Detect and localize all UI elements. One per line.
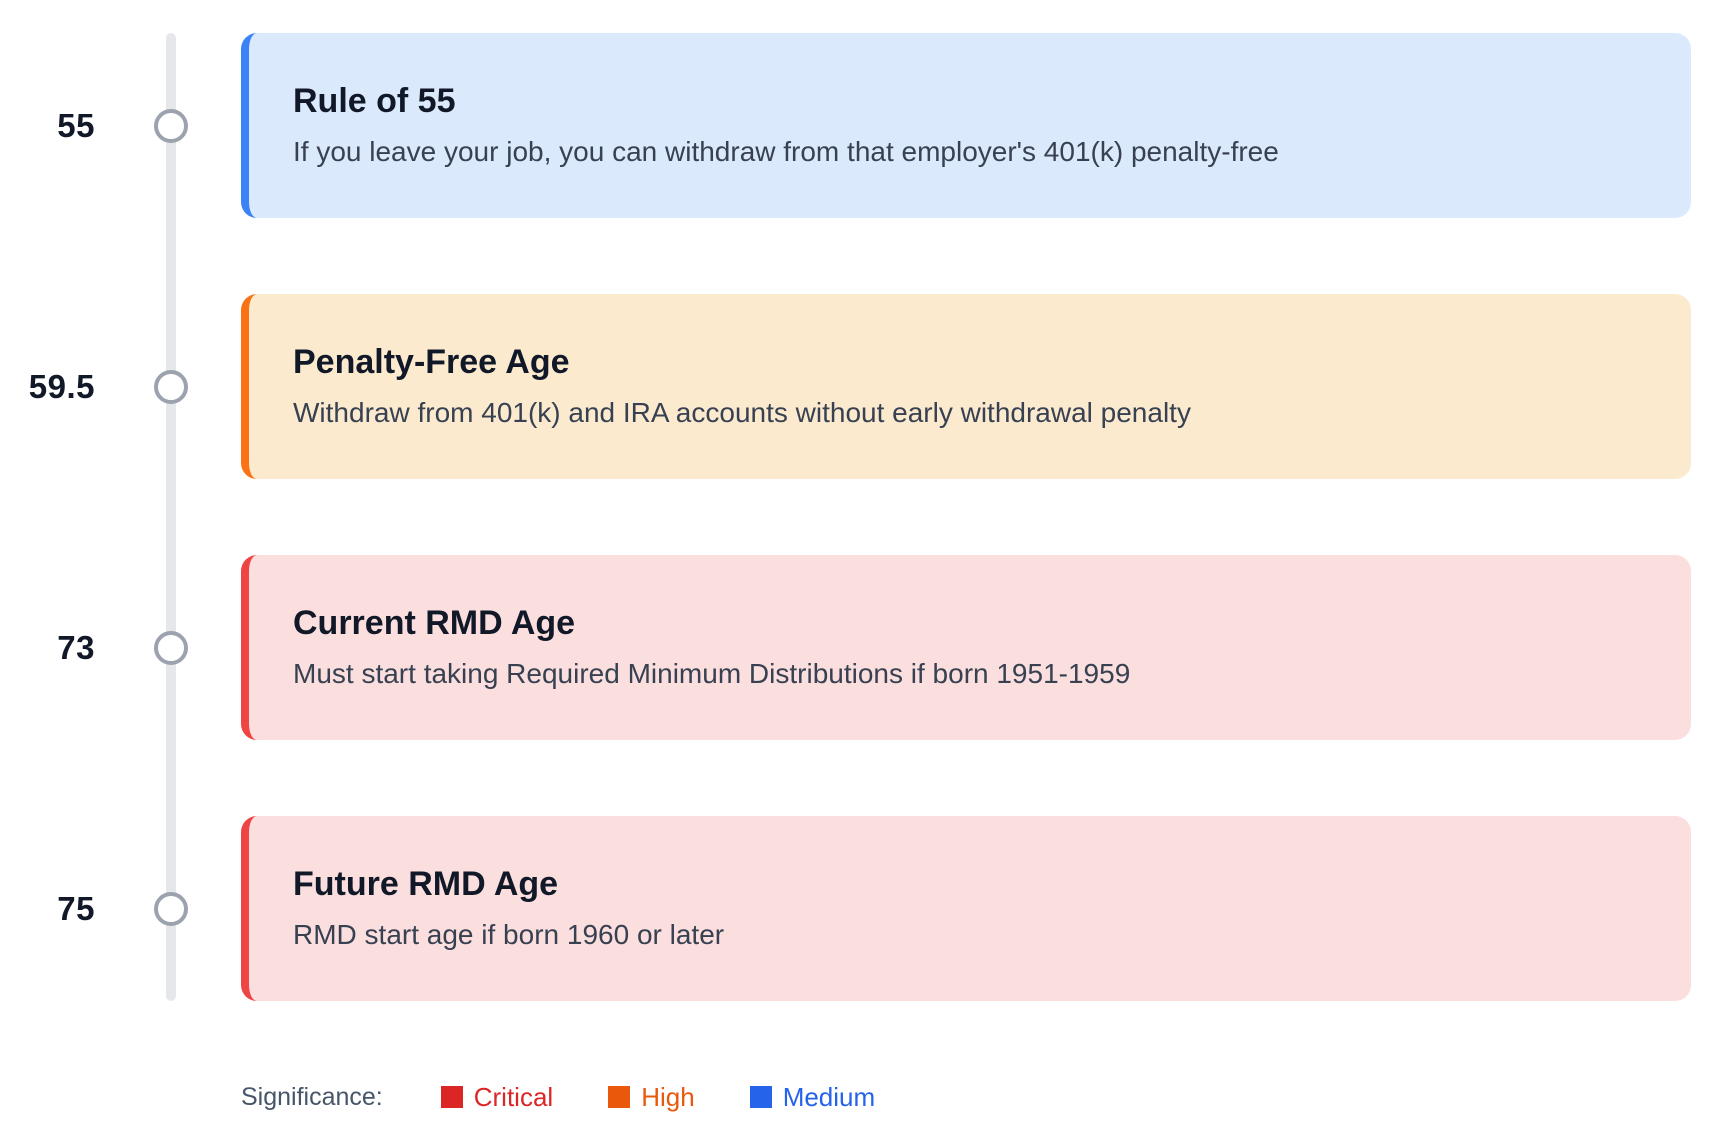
legend-item-label: Critical [473,1081,554,1112]
critical-swatch-icon [440,1086,463,1108]
event-card: Rule of 55 If you leave your job, you ca… [241,33,1691,218]
timeline-node-circle [154,630,188,665]
event-title: Current RMD Age [293,604,576,643]
timeline-node-circle [154,108,188,143]
timeline-event-row: 75 Future RMD Age RMD start age if born … [0,816,1691,1001]
event-card: Future RMD Age RMD start age if born 196… [241,816,1691,1001]
timeline-node-circle [154,369,188,404]
event-card: Current RMD Age Must start taking Requir… [241,555,1691,740]
timeline-event-row: 55 Rule of 55 If you leave your job, you… [0,33,1691,218]
legend-title: Significance: [241,1082,383,1111]
event-description: If you leave your job, you can withdraw … [293,135,1279,167]
timeline-axis-line [166,33,176,1001]
significance-legend: Significance: Critical High Medium [241,1077,1691,1117]
high-swatch-icon [608,1086,631,1108]
event-age-label: 55 [57,106,95,144]
medium-swatch-icon [749,1086,772,1108]
event-title: Penalty-Free Age [293,343,570,382]
event-description: RMD start age if born 1960 or later [293,918,725,950]
event-card: Penalty-Free Age Withdraw from 401(k) an… [241,294,1691,479]
event-age-label: 73 [57,628,95,666]
timeline-node-circle [154,891,188,926]
event-title: Future RMD Age [293,865,559,904]
event-description: Must start taking Required Minimum Distr… [293,657,1131,689]
event-description: Withdraw from 401(k) and IRA accounts wi… [293,396,1191,428]
legend-item-critical: Critical [440,1081,554,1113]
event-age-label: 75 [57,889,95,927]
timeline-event-row: 73 Current RMD Age Must start taking Req… [0,555,1691,740]
legend-item-label: Medium [782,1081,876,1112]
legend-item-medium: Medium [749,1081,876,1113]
timeline-event-row: 59.5 Penalty-Free Age Withdraw from 401(… [0,294,1691,479]
event-age-label: 59.5 [28,367,95,405]
legend-item-label: High [641,1081,695,1112]
event-title: Rule of 55 [293,82,456,121]
legend-item-high: High [608,1081,695,1113]
